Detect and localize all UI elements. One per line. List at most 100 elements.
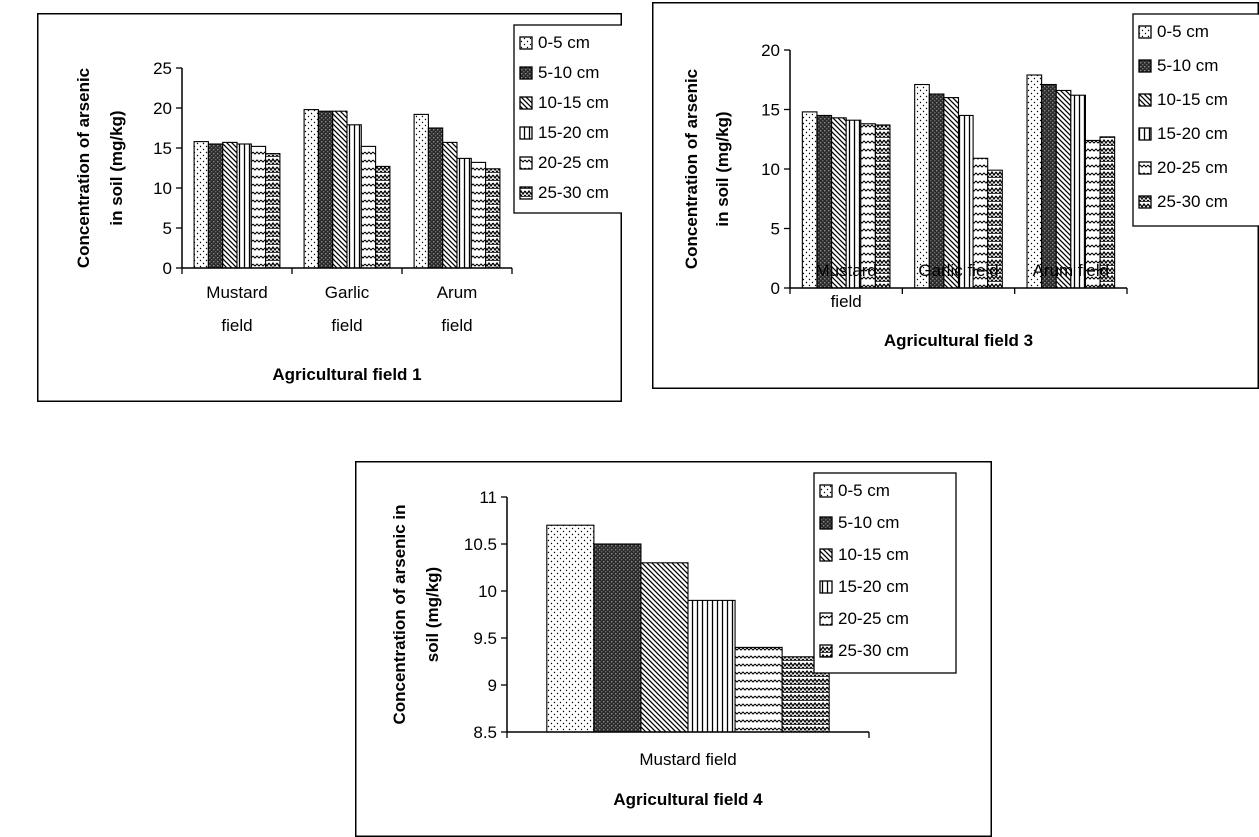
legend-entry: 0-5 cm: [1157, 22, 1209, 41]
legend-swatch: [819, 484, 833, 498]
y-tick-label: 20: [761, 41, 780, 60]
x-category-label: field: [441, 316, 472, 335]
legend-entry: 15-20 cm: [538, 123, 609, 142]
x-category-label: Garlic: [325, 283, 370, 302]
legend-entry: 20-25 cm: [1157, 158, 1228, 177]
y-tick-label: 5: [771, 220, 780, 239]
bar: [427, 127, 444, 269]
legend-entry: 25-30 cm: [1157, 192, 1228, 211]
x-category-label: Mustard: [206, 283, 267, 302]
y-axis-title: Concentration of arsenic: [74, 68, 93, 268]
bar: [734, 646, 783, 733]
legend-swatch: [519, 126, 533, 140]
legend-swatch: [519, 36, 533, 50]
y-tick-label: 9.5: [473, 629, 497, 648]
x-category-label: field: [831, 292, 862, 311]
bar: [222, 141, 238, 269]
x-axis-title: Agricultural field 1: [272, 365, 421, 384]
y-axis-title: Concentration of arsenic: [682, 69, 701, 269]
bar: [442, 141, 458, 269]
legend: [813, 472, 957, 674]
legend: [513, 24, 622, 214]
y-tick-label: 10: [761, 160, 780, 179]
legend-swatch: [519, 96, 533, 110]
bar: [687, 599, 736, 733]
x-category-label: Arum field: [1033, 261, 1110, 280]
bar: [928, 93, 945, 289]
legend-entry: 10-15 cm: [1157, 90, 1228, 109]
x-category-label: Mustard field: [639, 750, 736, 769]
bar: [193, 141, 209, 269]
y-tick-label: 11: [479, 488, 497, 507]
bar: [485, 168, 501, 269]
legend-swatch: [519, 156, 533, 170]
legend-entry: 15-20 cm: [1157, 124, 1228, 143]
bar: [346, 124, 362, 269]
chart-agricultural-field-1: 0 5 10 15 20 25 Mustard field Garlic field Arum fie…: [37, 13, 622, 402]
legend-entry: 10-15 cm: [838, 545, 909, 564]
legend-entry: 15-20 cm: [838, 577, 909, 596]
y-axis-title: in soil (mg/kg): [713, 111, 732, 226]
legend-swatch: [819, 548, 833, 562]
y-tick-label: 15: [153, 139, 172, 158]
x-category-label: Arum: [437, 283, 478, 302]
bar: [332, 110, 348, 269]
x-axis-title: Agricultural field 3: [884, 331, 1033, 350]
bar: [874, 124, 891, 289]
legend-swatch: [1138, 161, 1152, 175]
bar: [207, 143, 224, 269]
legend-swatch: [819, 612, 833, 626]
y-tick-label: 5: [163, 219, 172, 238]
bar: [1070, 94, 1086, 289]
legend-swatch: [1138, 127, 1152, 141]
legend-swatch: [819, 516, 833, 530]
legend-swatch: [1138, 25, 1152, 39]
legend-swatch: [819, 580, 833, 594]
y-tick-label: 0: [771, 279, 780, 298]
y-axis-title: in soil (mg/kg): [107, 110, 126, 225]
y-tick-label: 8.5: [473, 723, 497, 742]
legend-entry: 0-5 cm: [538, 33, 590, 52]
legend-entry: 5-10 cm: [1157, 56, 1218, 75]
bar: [546, 524, 595, 733]
bar: [317, 110, 334, 269]
legend-entry: 5-10 cm: [838, 513, 899, 532]
x-category-label: field: [221, 316, 252, 335]
legend-entry: 25-30 cm: [838, 641, 909, 660]
y-tick-label: 25: [153, 59, 172, 78]
legend: [1132, 13, 1259, 227]
bar: [470, 161, 487, 269]
bar: [1055, 89, 1072, 289]
legend-swatch: [819, 644, 833, 658]
bar: [303, 109, 319, 269]
bar: [375, 165, 391, 269]
legend-entry: 25-30 cm: [538, 183, 609, 202]
bar: [456, 157, 472, 269]
legend-swatch: [1138, 93, 1152, 107]
bar: [640, 562, 689, 733]
x-category-label: Mustard: [815, 261, 876, 280]
y-tick-label: 10.5: [464, 535, 497, 554]
bar: [413, 113, 429, 269]
bar: [914, 83, 930, 289]
x-category-label: Garlic field: [918, 261, 998, 280]
legend-swatch: [1138, 59, 1152, 73]
bar: [236, 143, 252, 269]
bar: [1026, 74, 1043, 289]
bar: [593, 543, 642, 733]
legend-entry: 20-25 cm: [538, 153, 609, 172]
legend-entry: 5-10 cm: [538, 63, 599, 82]
x-axis-title: Agricultural field 4: [613, 790, 763, 809]
y-tick-label: 15: [761, 101, 780, 120]
legend-entry: 20-25 cm: [838, 609, 909, 628]
bar: [943, 97, 960, 289]
chart-agricultural-field-3: 0 5 10 15 20 Mustard field Garlic field Arum fie…: [652, 2, 1259, 389]
legend-entry: 0-5 cm: [838, 481, 890, 500]
legend-entry: 10-15 cm: [538, 93, 609, 112]
chart-agricultural-field-4: 8.5 9 9.5 10 10.5 11 Mustard field Agricultural…: [355, 461, 992, 837]
bar: [265, 153, 281, 269]
legend-swatch: [519, 186, 533, 200]
legend-swatch: [1138, 195, 1152, 209]
y-tick-label: 10: [478, 582, 497, 601]
y-tick-label: 20: [153, 99, 172, 118]
